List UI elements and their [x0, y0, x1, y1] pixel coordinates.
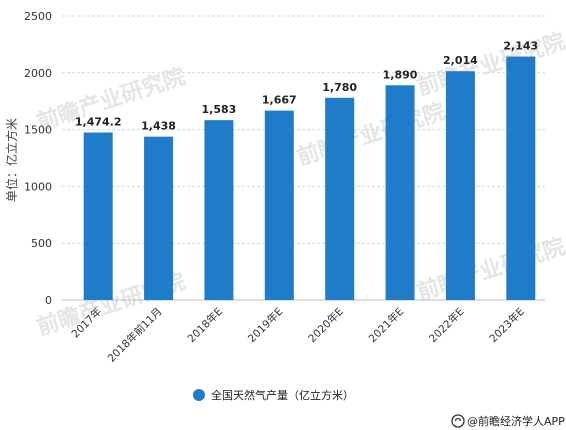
- x-axis-ticks: 2017年 2018年前11月 2018年E 2019年E 2020年E 2021年E 20…: [69, 305, 527, 365]
- data-label: 1,583: [202, 103, 237, 116]
- data-label: 1,780: [322, 81, 357, 94]
- bars: [83, 56, 536, 301]
- y-axis-label: 单位：亿立方米: [4, 118, 19, 202]
- data-label: 1,890: [383, 68, 418, 81]
- legend-label: 全国天然气产量（亿立方米）: [211, 388, 354, 402]
- data-labels: 1,474.2 1,438 1,583 1,667 1,780 1,890 2,014 2,1…: [75, 40, 538, 133]
- watermark-text: 前瞻产业研究院: [414, 233, 566, 305]
- credit: @前瞻经济学人APP: [451, 414, 565, 428]
- data-label: 1,438: [141, 120, 176, 133]
- x-tick-label: 2018年E: [185, 305, 225, 345]
- y-tick-label: 2000: [24, 67, 52, 80]
- data-label: 2,143: [503, 40, 538, 53]
- legend-marker: [193, 389, 205, 401]
- x-tick-label: 2021年E: [366, 305, 406, 345]
- data-label: 1,667: [262, 94, 297, 107]
- data-label: 1,474.2: [75, 116, 122, 129]
- bar: [144, 136, 174, 300]
- bar: [385, 85, 415, 301]
- credit-text: @前瞻经济学人APP: [467, 414, 565, 428]
- bar: [204, 120, 234, 300]
- x-tick-label: 2019年E: [245, 305, 285, 345]
- bar: [506, 56, 536, 300]
- x-tick-label: 2022年E: [426, 305, 466, 345]
- watermark-text: 前瞻产业研究院: [294, 98, 449, 170]
- y-tick-label: 1000: [24, 180, 52, 193]
- y-tick-label: 500: [31, 237, 52, 250]
- bar: [264, 110, 294, 300]
- bar: [325, 97, 355, 301]
- x-tick-label: 2023年E: [487, 305, 527, 345]
- y-tick-label: 0: [45, 294, 52, 307]
- x-tick-label: 2020年E: [306, 305, 346, 345]
- bar: [445, 71, 475, 301]
- bar: [83, 132, 113, 300]
- legend: 全国天然气产量（亿立方米）: [193, 388, 354, 402]
- y-axis-ticks: 0 500 1000 1500 2000 2500: [24, 10, 52, 307]
- data-label: 2,014: [443, 54, 478, 67]
- watermark-text: 前瞻产业研究院: [414, 28, 566, 100]
- y-tick-label: 1500: [24, 124, 52, 137]
- qianzhan-logo-icon: [451, 414, 465, 428]
- y-tick-label: 2500: [24, 10, 52, 23]
